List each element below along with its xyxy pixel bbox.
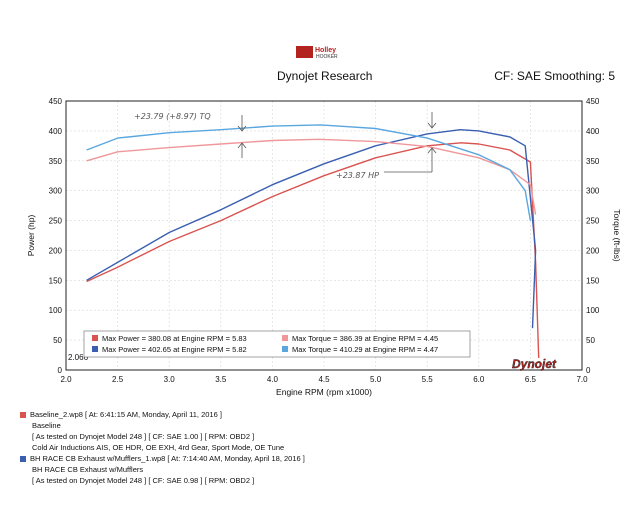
x-tick-label: 2.5 bbox=[112, 375, 124, 384]
legend-box bbox=[83, 330, 471, 358]
x-tick-label: 4.5 bbox=[318, 375, 330, 384]
cf-smoothing-label: CF: SAE Smoothing: 5 bbox=[494, 69, 615, 83]
run-title: BH RACE CB Exhaust w/Mufflers_1.wp8 [ At… bbox=[30, 454, 305, 463]
annotation-arrowhead bbox=[237, 142, 247, 149]
run-title: Baseline_2.wp8 [ At: 6:41:15 AM, Monday,… bbox=[30, 410, 222, 419]
run-list: Baseline_2.wp8 [ At: 6:41:15 AM, Monday,… bbox=[20, 409, 580, 486]
y-tick-label-right: 150 bbox=[586, 276, 600, 285]
y-tick-label-right: 450 bbox=[586, 97, 600, 106]
x-tick-label: 2.0 bbox=[60, 375, 72, 384]
y-axis-label-left: Power (hp) bbox=[26, 215, 36, 257]
x-axis-label: Engine RPM (rpm x1000) bbox=[276, 387, 372, 397]
y-tick-label-left: 450 bbox=[49, 97, 63, 106]
x-tick-label: 3.0 bbox=[164, 375, 176, 384]
x-tick-label: 5.0 bbox=[370, 375, 382, 384]
x-tick-label: 4.0 bbox=[267, 375, 279, 384]
y-axis-label-right: Torque (ft-lbs) bbox=[612, 209, 622, 262]
legend-swatch bbox=[92, 346, 98, 352]
run-mods: Cold Air Inductions AIS, OE HDR, OE EXH,… bbox=[32, 443, 285, 452]
y-tick-label-right: 300 bbox=[586, 187, 600, 196]
y-tick-label-right: 0 bbox=[586, 366, 591, 375]
chart-axes: 2.0 2.5 3.0 3.5 4.0 4.5 5.0 5.5 6.0 6.5 7.00 050 501… bbox=[26, 97, 622, 397]
y-tick-label-left: 400 bbox=[49, 127, 63, 136]
annotation-arrowhead bbox=[427, 122, 437, 129]
y-tick-label-left: 150 bbox=[49, 276, 63, 285]
y-tick-label-right: 200 bbox=[586, 246, 600, 255]
dyno-chart: 2.0 2.5 3.0 3.5 4.0 4.5 5.0 5.5 6.0 6.5 7.00 050 501… bbox=[26, 97, 622, 397]
run-description: BH RACE CB Exhaust w/Mufflers bbox=[32, 465, 144, 474]
plot-frame bbox=[65, 100, 583, 371]
legend-swatch bbox=[282, 346, 288, 352]
legend-swatch bbox=[282, 335, 288, 341]
y-tick-label-left: 50 bbox=[53, 336, 62, 345]
series-line bbox=[86, 124, 532, 221]
series-line bbox=[86, 138, 537, 215]
run-item: Baseline_2.wp8 [ At: 6:41:15 AM, Monday,… bbox=[20, 409, 580, 453]
legend-entry: Max Torque = 410.29 at Engine RPM = 4.47 bbox=[292, 345, 438, 354]
run-item: BH RACE CB Exhaust w/Mufflers_1.wp8 [ At… bbox=[20, 453, 580, 486]
run-description: Baseline bbox=[32, 421, 61, 430]
legend-swatch bbox=[92, 335, 98, 341]
y-tick-label-left: 0 bbox=[58, 366, 63, 375]
page-title: Dynojet Research bbox=[277, 69, 373, 83]
x-tick-label: 5.5 bbox=[422, 375, 434, 384]
x-tick-label: 3.5 bbox=[215, 375, 227, 384]
y-tick-label-right: 400 bbox=[586, 127, 600, 136]
y-tick-label-right: 100 bbox=[586, 306, 600, 315]
y-tick-label-right: 350 bbox=[586, 157, 600, 166]
legend-entry: Max Power = 402.65 at Engine RPM = 5.82 bbox=[102, 345, 247, 354]
x-tick-label: 6.5 bbox=[525, 375, 537, 384]
series-line bbox=[86, 128, 537, 329]
holley-hooker-logo: Holley HOOKER bbox=[296, 44, 352, 62]
legend-entry: Max Torque = 386.39 at Engine RPM = 4.45 bbox=[292, 334, 438, 343]
holley-logo-mark bbox=[296, 46, 313, 58]
y-tick-label-left: 100 bbox=[49, 306, 63, 315]
chart-annotations: Dynojet +23.79 (+8.97) TQ +23.87 HP bbox=[134, 112, 557, 371]
dynojet-watermark: Dynojet bbox=[512, 357, 557, 371]
min-x-label: 2.066 bbox=[68, 353, 89, 362]
chart-grid bbox=[65, 100, 583, 371]
legend-entry: Max Power = 380.08 at Engine RPM = 5.83 bbox=[102, 334, 247, 343]
logo-subtext: HOOKER bbox=[316, 54, 338, 60]
run-color-swatch bbox=[20, 412, 26, 418]
y-tick-label-left: 200 bbox=[49, 246, 63, 255]
chart-legend: Max Power = 380.08 at Engine RPM = 5.83 M… bbox=[83, 330, 471, 358]
run-tested: [ As tested on Dynojet Model 248 ] [ CF:… bbox=[32, 432, 255, 441]
annotation-tq: +23.79 (+8.97) TQ bbox=[134, 112, 211, 121]
x-tick-label: 6.0 bbox=[473, 375, 485, 384]
logo-text: Holley bbox=[315, 47, 337, 54]
run-tested: [ As tested on Dynojet Model 248 ] [ CF:… bbox=[32, 476, 255, 485]
run-color-swatch bbox=[20, 456, 26, 462]
y-tick-label-right: 250 bbox=[586, 217, 600, 226]
y-tick-label-left: 250 bbox=[49, 217, 63, 226]
y-tick-label-left: 300 bbox=[49, 187, 63, 196]
x-tick-label: 7.0 bbox=[576, 375, 588, 384]
annotation-arrowhead bbox=[427, 147, 437, 154]
y-tick-label-left: 350 bbox=[49, 157, 63, 166]
y-tick-label-right: 50 bbox=[586, 336, 595, 345]
chart-series bbox=[86, 124, 540, 359]
annotation-arrowhead bbox=[237, 125, 247, 132]
annotation-hp: +23.87 HP bbox=[336, 171, 379, 180]
